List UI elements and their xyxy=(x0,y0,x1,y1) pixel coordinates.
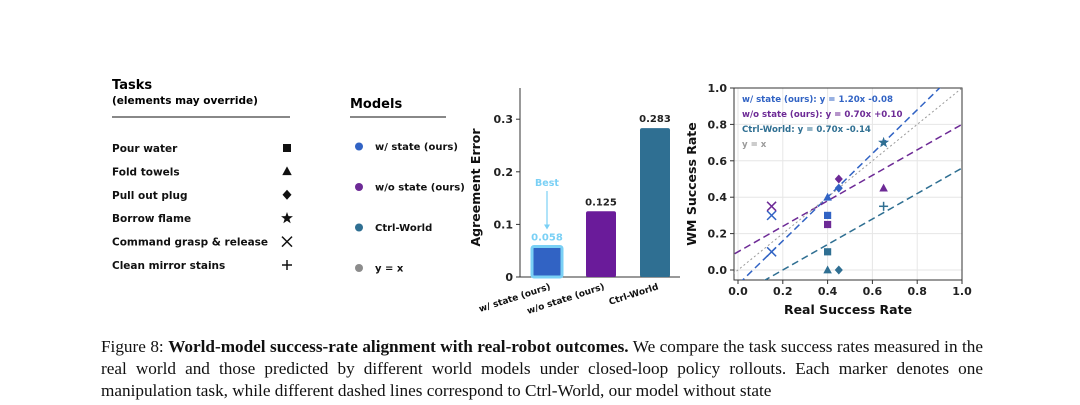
x-icon-stroke-b xyxy=(281,236,293,248)
scatter-point-x-stroke-b xyxy=(766,201,777,212)
bar-value-label: 0.125 xyxy=(585,197,617,208)
task-label: Command grasp & release xyxy=(112,237,268,249)
fit-line xyxy=(734,88,962,274)
scatter-x-tick-label: 0.0 xyxy=(728,285,748,298)
scatter-y-tick-label: 0.2 xyxy=(708,228,728,241)
bar-y-tick-label: 0.3 xyxy=(494,113,514,126)
scatter-x-tick-label: 0.2 xyxy=(773,285,793,298)
bar xyxy=(640,128,670,277)
scatter-y-tick-label: 0.0 xyxy=(708,264,728,277)
bar-category-label: Ctrl-World xyxy=(608,282,660,307)
scatter-y-tick-label: 0.6 xyxy=(708,155,728,168)
scatter-x-tick-label: 0.4 xyxy=(818,285,838,298)
square-icon xyxy=(283,144,291,152)
model-dot-icon xyxy=(355,223,363,232)
bar-y-tick-label: 0.1 xyxy=(494,218,514,231)
fit-line xyxy=(734,123,962,255)
bar xyxy=(586,211,616,277)
scatter-frame xyxy=(733,87,963,281)
task-label: Fold towels xyxy=(112,166,180,178)
model-dot-icon xyxy=(355,142,363,151)
model-label: w/ state (ours) xyxy=(375,142,458,153)
fit-line-label: Ctrl-World: y = 0.70x -0.14 xyxy=(742,125,871,135)
scatter-point-x xyxy=(766,246,777,257)
scatter-fit-lines xyxy=(734,88,962,280)
model-dot-icon xyxy=(355,264,363,272)
plus-icon xyxy=(282,260,292,270)
scatter-point-x-stroke-b xyxy=(766,246,777,257)
star-icon xyxy=(281,211,293,224)
scatter-y-axis-title: WM Success Rate xyxy=(684,122,699,246)
diamond-icon xyxy=(282,189,292,200)
bar-value-label: 0.283 xyxy=(639,114,671,125)
caption-text: We compare the task success rates measur… xyxy=(101,337,983,400)
fit-line-label: y = x xyxy=(742,140,767,150)
bar-y-tick-label: 0.2 xyxy=(494,166,514,179)
scatter-point-plus xyxy=(879,201,889,211)
fit-line-label: w/ state (ours): y = 1.20x -0.08 xyxy=(742,95,893,105)
tasks-legend-title: Tasks xyxy=(112,78,152,93)
scatter-point-square xyxy=(824,248,832,256)
bar-value-label: 0.058 xyxy=(531,232,563,243)
model-label: w/o state (ours) xyxy=(375,183,465,194)
scatter-point-x xyxy=(766,201,777,212)
task-label: Pour water xyxy=(112,143,178,155)
task-label: Borrow flame xyxy=(112,213,191,225)
tasks-legend-subtitle: (elements may override) xyxy=(112,95,258,107)
scatter-point-star xyxy=(878,136,889,148)
scatter-point-diamond xyxy=(834,265,843,275)
scatter-chart: 0.0 0.2 0.4 0.6 0.8 1.0 0.0 0.2 0.4 0.6 0.8 1.0 Real… xyxy=(684,82,972,317)
model-label: y = x xyxy=(375,264,404,275)
x-icon xyxy=(281,236,293,248)
caption-title: World-model success-rate alignment with … xyxy=(168,337,629,356)
model-dot-icon xyxy=(355,183,363,191)
scatter-x-axis-title: Real Success Rate xyxy=(784,302,912,317)
scatter-point-square xyxy=(824,220,832,229)
fit-line xyxy=(741,88,941,280)
figure: Tasks (elements may override) Pour water… xyxy=(112,78,972,317)
scatter-point-x-stroke-b xyxy=(766,210,777,221)
model-label: Ctrl-World xyxy=(375,223,432,234)
figure-caption: Figure 8: World-model success-rate align… xyxy=(101,336,983,402)
bar-y-axis-title: Agreement Error xyxy=(468,128,483,247)
scatter-point-diamond xyxy=(834,174,843,184)
models-legend: Models w/ state (ours) w/o state (ours) Ct… xyxy=(350,97,465,275)
scatter-point-triangle xyxy=(823,265,832,274)
scatter-x-tick-label: 0.6 xyxy=(863,285,883,298)
scatter-point-triangle xyxy=(879,183,888,192)
scatter-point-square xyxy=(824,211,832,219)
best-annotation-arrowhead xyxy=(544,224,550,230)
task-label: Clean mirror stains xyxy=(112,260,225,272)
fit-line-label: w/o state (ours): y = 0.70x +0.10 xyxy=(742,110,903,120)
scatter-point-triangle xyxy=(823,192,832,201)
caption-prefix: Figure 8: xyxy=(101,337,169,356)
fit-line xyxy=(763,167,962,280)
scatter-point-diamond xyxy=(834,183,843,193)
scatter-x-tick-label: 1.0 xyxy=(952,285,972,298)
bar-y-tick-label: 0 xyxy=(505,271,513,284)
scatter-y-tick-label: 0.4 xyxy=(708,191,728,204)
tasks-legend: Tasks (elements may override) Pour water… xyxy=(112,78,293,272)
best-annotation-label: Best xyxy=(535,178,559,189)
triangle-icon xyxy=(282,166,292,176)
bar xyxy=(530,244,564,279)
scatter-y-tick-label: 1.0 xyxy=(708,82,728,95)
scatter-point-x xyxy=(766,210,777,221)
models-legend-title: Models xyxy=(350,97,402,112)
scatter-x-tick-label: 0.8 xyxy=(907,285,927,298)
scatter-y-tick-label: 0.8 xyxy=(708,118,728,131)
task-label: Pull out plug xyxy=(112,190,188,202)
